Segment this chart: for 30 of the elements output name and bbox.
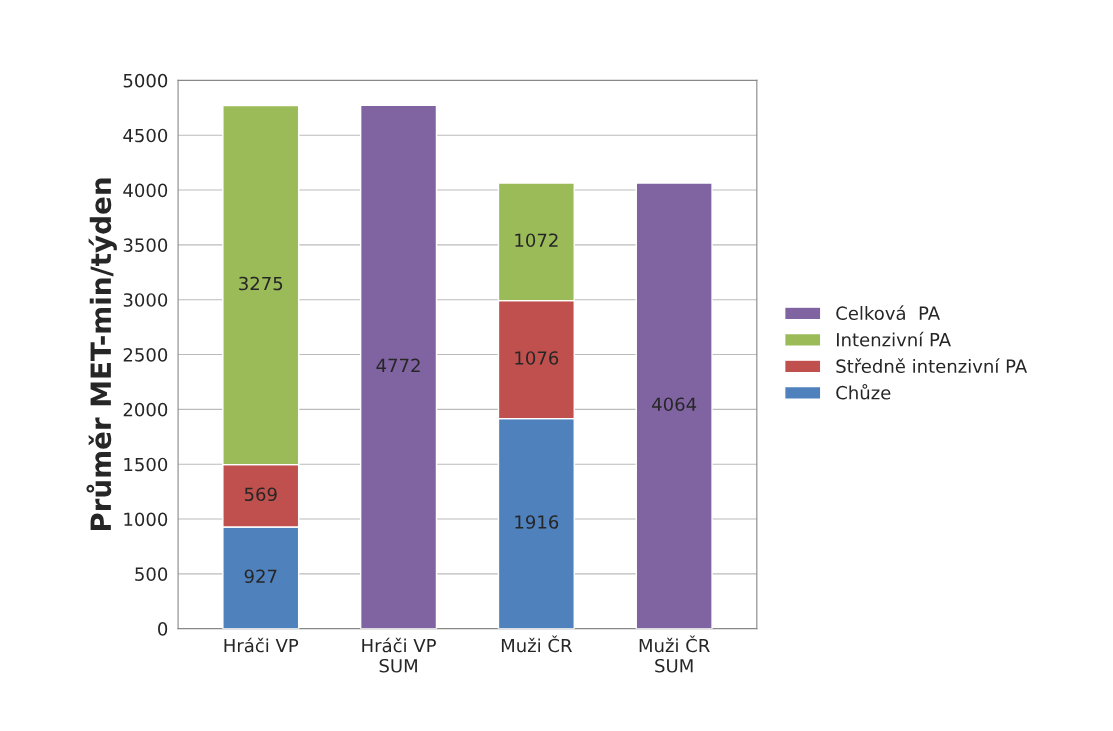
x-tick-label: Muži ČR SUM [639,635,710,673]
legend-label: Středně intenzivní PA [836,358,1028,374]
y-tick-label: 0 [158,622,168,636]
y-tick-label: 3000 [123,293,168,307]
y-tick-label: 3500 [123,238,168,252]
y-axis-title: Průměr MET-min/týden [86,178,117,531]
data-label: 3275 [239,276,283,291]
bar [635,182,713,629]
y-tick-label: 2000 [123,402,168,417]
x-tick-label: Muži ČR [501,635,573,653]
data-label: 1076 [515,351,559,365]
data-label: 4064 [652,397,697,412]
y-tick-label: 1500 [124,457,168,472]
y-tick-label: 4000 [123,183,168,198]
bar [359,104,438,629]
legend-label: Chůze [836,383,891,400]
legend-label: Celková PA [836,305,940,321]
data-label: 569 [244,487,277,502]
x-tick-label: Hráči VP SUM [362,637,436,673]
data-label: 927 [244,569,277,584]
legend-label: Intenzivní PA [836,331,951,347]
y-tick-label: 1000 [124,512,168,527]
data-label: 1072 [515,233,558,248]
y-tick-label: 2500 [123,347,168,362]
data-label: 1916 [515,515,559,529]
x-tick-label: Hráči VP [224,637,299,653]
y-tick-label: 4500 [123,128,168,143]
data-label: 4772 [376,358,420,373]
y-tick-label: 5000 [123,73,168,88]
y-tick-label: 500 [135,567,168,581]
